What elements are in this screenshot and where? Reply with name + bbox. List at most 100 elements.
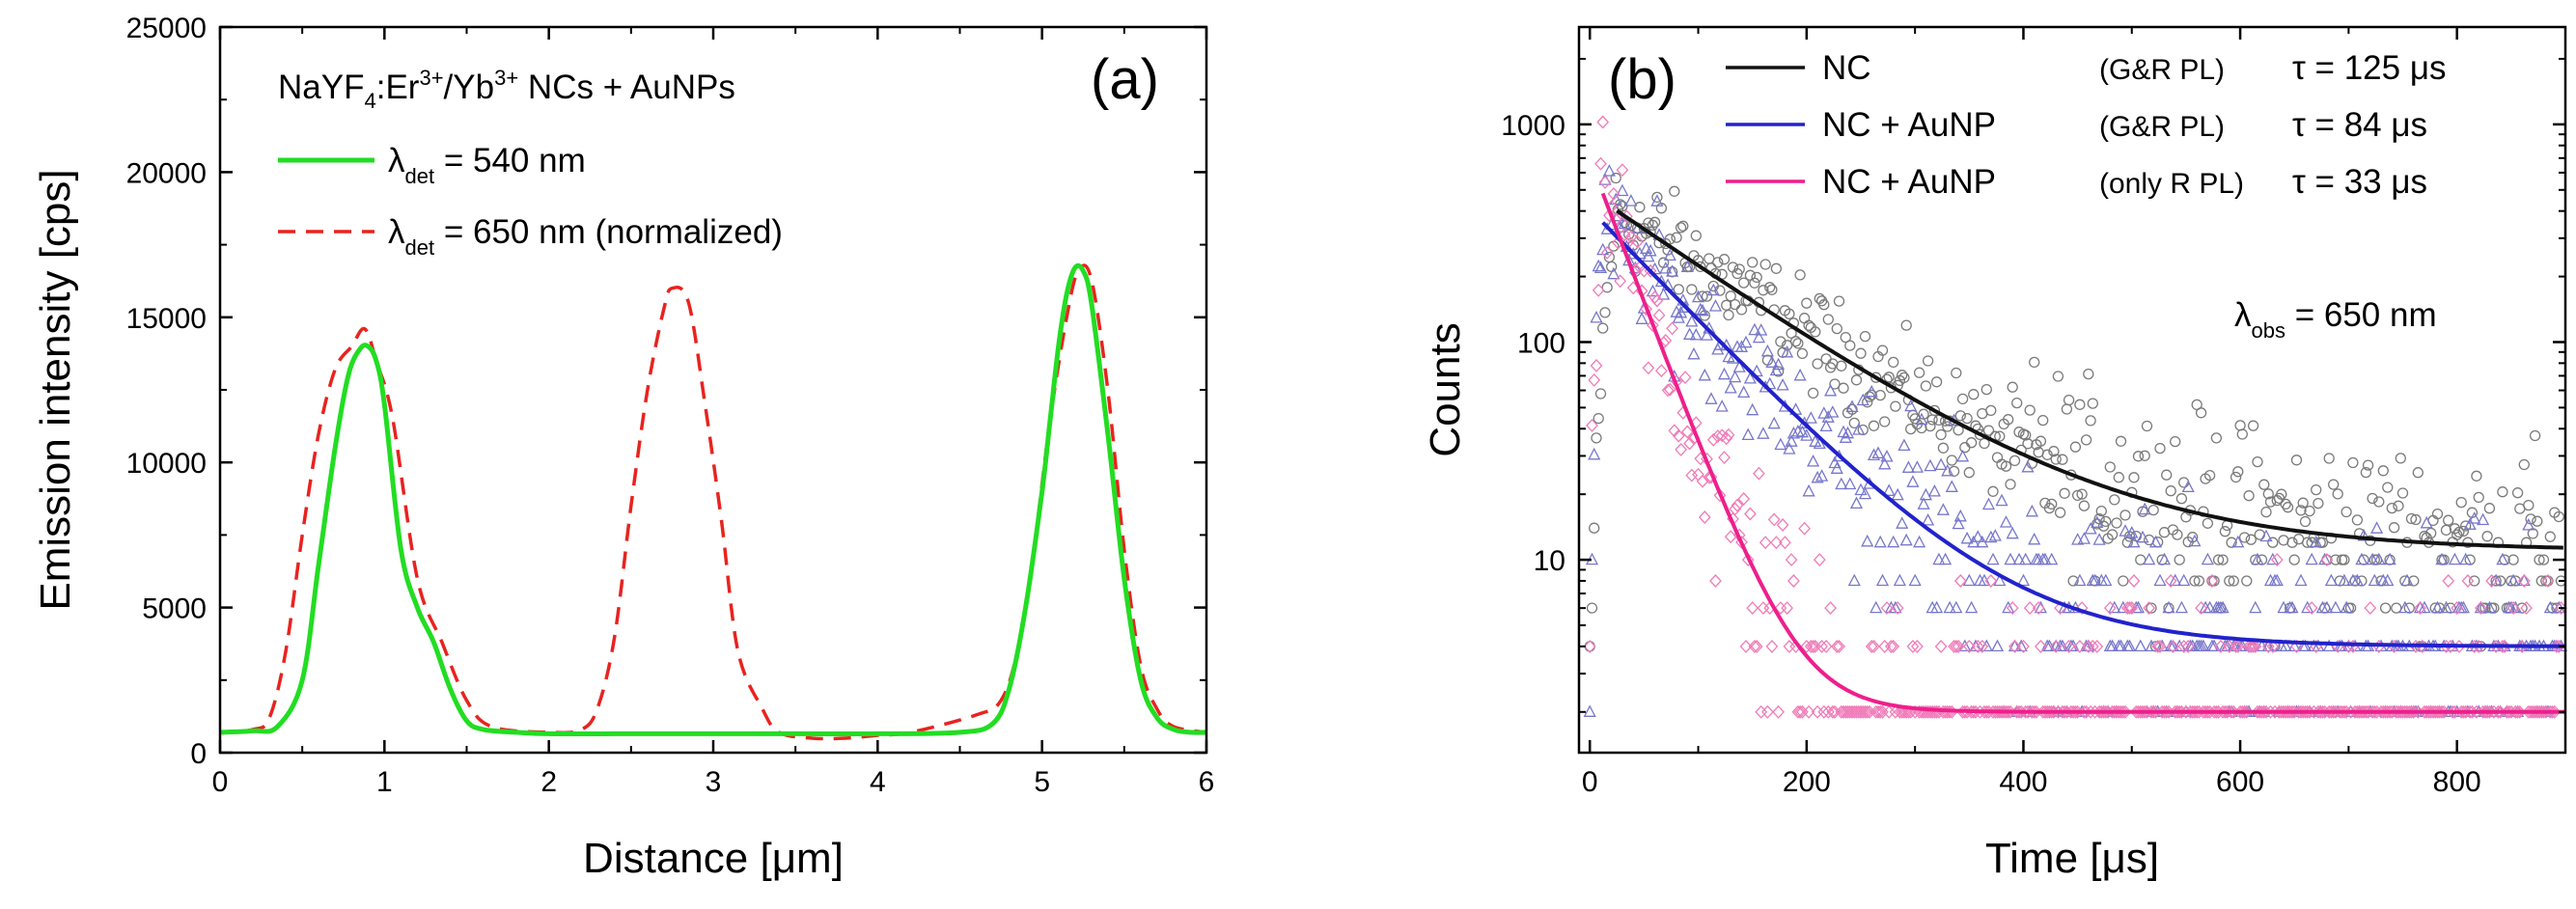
marker-nc bbox=[1954, 410, 1966, 422]
panel-b-xtick-label: 600 bbox=[2216, 766, 2264, 798]
marker-nc-aunp-r bbox=[2320, 553, 2334, 567]
marker-nc-aunp-gr bbox=[2216, 600, 2230, 614]
marker-nc bbox=[2041, 449, 2053, 460]
marker-nc bbox=[1812, 358, 1823, 370]
marker-nc-aunp-gr bbox=[1743, 371, 1757, 384]
marker-nc-aunp-gr bbox=[2320, 600, 2334, 614]
marker-nc bbox=[2219, 526, 2231, 537]
marker-nc bbox=[1593, 412, 1604, 425]
marker-nc bbox=[2174, 554, 2185, 565]
marker-nc bbox=[2175, 493, 2188, 505]
marker-nc-aunp-gr bbox=[2197, 639, 2210, 652]
marker-nc bbox=[2029, 356, 2040, 369]
marker-nc-aunp-gr bbox=[2517, 573, 2531, 587]
marker-nc-aunp-gr bbox=[1696, 303, 1709, 317]
marker-nc bbox=[2395, 453, 2406, 464]
marker-nc-aunp-r bbox=[1675, 442, 1687, 456]
marker-nc bbox=[2254, 529, 2265, 540]
marker-nc bbox=[2379, 602, 2392, 614]
panel-a-series-layer bbox=[219, 262, 1207, 741]
marker-nc-aunp-gr bbox=[1901, 460, 1915, 473]
marker-nc-aunp-r bbox=[2075, 601, 2089, 616]
marker-nc-aunp-gr bbox=[2153, 573, 2167, 587]
marker-nc bbox=[2187, 532, 2199, 543]
marker-nc-aunp-gr bbox=[1990, 639, 2005, 652]
marker-nc bbox=[2154, 442, 2166, 454]
marker-nc-aunp-gr bbox=[2077, 532, 2091, 544]
panel-a-ytick-label: 0 bbox=[190, 738, 207, 770]
marker-nc bbox=[2189, 575, 2201, 587]
marker-nc-aunp-gr bbox=[2305, 552, 2318, 565]
marker-nc-aunp-gr bbox=[2439, 600, 2453, 614]
marker-nc-aunp-gr bbox=[2006, 526, 2019, 539]
marker-nc bbox=[2232, 466, 2244, 478]
marker-nc bbox=[2085, 415, 2096, 427]
marker-nc-aunp-r bbox=[1640, 302, 1652, 317]
marker-nc bbox=[2451, 529, 2463, 540]
marker-nc-aunp-r bbox=[1603, 208, 1616, 223]
marker-nc-aunp-gr bbox=[2459, 552, 2473, 565]
marker-nc-aunp-gr bbox=[2261, 639, 2275, 652]
marker-nc-aunp-gr bbox=[2084, 521, 2097, 535]
marker-nc-aunp-r bbox=[2541, 574, 2555, 588]
marker-nc-aunp-gr bbox=[2025, 504, 2038, 517]
marker-nc-aunp-gr bbox=[1635, 312, 1648, 324]
marker-nc bbox=[2139, 450, 2150, 461]
marker-nc-aunp-gr bbox=[2099, 573, 2113, 587]
marker-nc bbox=[1888, 356, 1899, 369]
marker-nc-aunp-gr bbox=[1904, 399, 1918, 412]
marker-nc-aunp-r bbox=[1590, 358, 1603, 372]
marker-nc-aunp-r bbox=[2195, 601, 2207, 616]
marker-nc bbox=[2497, 486, 2508, 498]
panel-b-xlabel: Time [μs] bbox=[1985, 835, 2159, 882]
marker-nc-aunp-r bbox=[1698, 510, 1711, 524]
marker-nc bbox=[2473, 491, 2484, 504]
marker-nc-aunp-gr bbox=[1602, 164, 1616, 177]
marker-nc bbox=[2511, 487, 2524, 499]
panel-a-title-line: NaYF4:Er3+/Yb3+ NCs + AuNPs bbox=[278, 66, 735, 113]
marker-nc bbox=[2386, 502, 2397, 514]
marker-nc-aunp-gr bbox=[2231, 535, 2245, 548]
panel-a-frame bbox=[218, 25, 1208, 755]
marker-nc bbox=[1677, 220, 1689, 232]
marker-nc bbox=[2095, 505, 2107, 517]
marker-nc-aunp-r bbox=[1807, 639, 1819, 653]
marker-nc bbox=[1796, 347, 1809, 360]
marker-nc-aunp-r bbox=[1906, 639, 1920, 653]
marker-nc bbox=[1751, 271, 1762, 284]
marker-nc-aunp-gr bbox=[1943, 600, 1956, 614]
marker-nc-aunp-gr bbox=[1880, 449, 1894, 462]
marker-nc-aunp-gr bbox=[2203, 600, 2217, 614]
marker-nc bbox=[1946, 454, 1957, 466]
marker-nc bbox=[2360, 466, 2372, 479]
marker-nc-aunp-r bbox=[2151, 639, 2165, 653]
marker-nc-aunp-r bbox=[2177, 639, 2191, 653]
marker-nc-aunp-gr bbox=[1776, 377, 1789, 391]
marker-nc-aunp-gr bbox=[1830, 461, 1843, 474]
marker-nc bbox=[2022, 438, 2034, 450]
marker-nc-aunp-gr bbox=[1624, 194, 1638, 207]
marker-nc-aunp-gr bbox=[1893, 573, 1906, 587]
marker-nc bbox=[1956, 393, 1969, 405]
marker-nc-aunp-r bbox=[1868, 639, 1880, 653]
marker-nc-aunp-gr bbox=[1934, 457, 1948, 471]
marker-nc bbox=[2230, 471, 2242, 483]
marker-nc bbox=[2054, 507, 2066, 518]
marker-nc-aunp-r bbox=[1891, 601, 1904, 616]
marker-nc-aunp-r bbox=[2032, 601, 2045, 616]
marker-nc bbox=[2471, 470, 2482, 482]
marker-nc bbox=[2537, 554, 2550, 565]
marker-nc-aunp-r bbox=[1950, 639, 1963, 653]
marker-nc-aunp-r bbox=[1583, 639, 1596, 653]
marker-nc-aunp-r bbox=[2091, 639, 2104, 653]
marker-nc-aunp-gr bbox=[1897, 438, 1911, 452]
marker-nc-aunp-gr bbox=[2201, 552, 2214, 565]
marker-nc-aunp-r bbox=[1647, 318, 1659, 333]
legend-label-540nm: λdet = 540 nm bbox=[388, 142, 586, 188]
panel-b-frame bbox=[1577, 25, 2567, 755]
marker-nc bbox=[2243, 490, 2255, 502]
marker-nc-aunp-r bbox=[1804, 639, 1817, 653]
marker-nc-aunp-r bbox=[2261, 639, 2275, 653]
marker-nc-aunp-gr bbox=[2340, 600, 2353, 614]
marker-nc bbox=[1883, 372, 1895, 383]
